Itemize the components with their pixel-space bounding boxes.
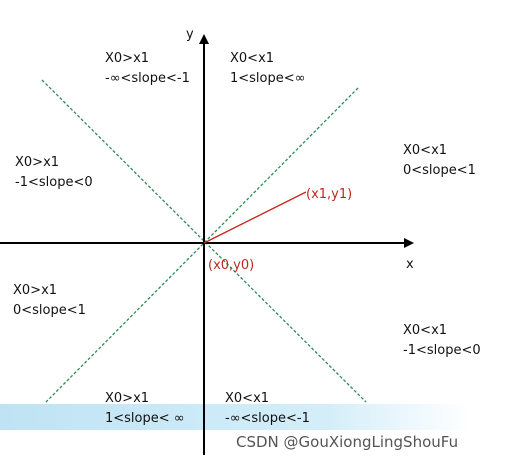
watermark: CSDN @GouXiongLingShouFu <box>236 433 458 451</box>
region-label: -1<slope<0 <box>403 343 481 358</box>
region-label: X0>x1 <box>15 155 59 170</box>
region-label: -∞<slope<-1 <box>105 71 190 86</box>
region-label: 1<slope< ∞ <box>105 411 185 426</box>
region-label: 1<slope<∞ <box>230 71 305 86</box>
highlight-band <box>0 404 470 430</box>
x-label: x <box>406 257 414 272</box>
vector <box>203 191 307 244</box>
region-label: -1<slope<0 <box>15 175 93 190</box>
region-label: X0<x1 <box>403 323 447 338</box>
region-label: 0<slope<1 <box>13 303 86 318</box>
diagonal <box>45 87 359 403</box>
regions: X0>x1 -∞<slope<-1 X0<x1 1<slope<∞ X0>x1 -1<sl… <box>13 51 481 426</box>
diagonal <box>41 79 367 403</box>
region-label: X0<x1 <box>225 391 269 406</box>
origin-label: (x0,y0) <box>208 258 254 273</box>
region-label: X0<x1 <box>230 51 274 66</box>
y-arrow <box>199 34 209 44</box>
region-label: 0<slope<1 <box>403 163 476 178</box>
region-label: X0<x1 <box>403 143 447 158</box>
region-label: X0>x1 <box>105 51 149 66</box>
end-label: (x1,y1) <box>306 187 352 202</box>
x-arrow <box>404 238 414 248</box>
region-label: X0>x1 <box>13 283 57 298</box>
y-label: y <box>186 27 194 42</box>
region-label: -∞<slope<-1 <box>225 411 310 426</box>
region-label: X0>x1 <box>105 391 149 406</box>
